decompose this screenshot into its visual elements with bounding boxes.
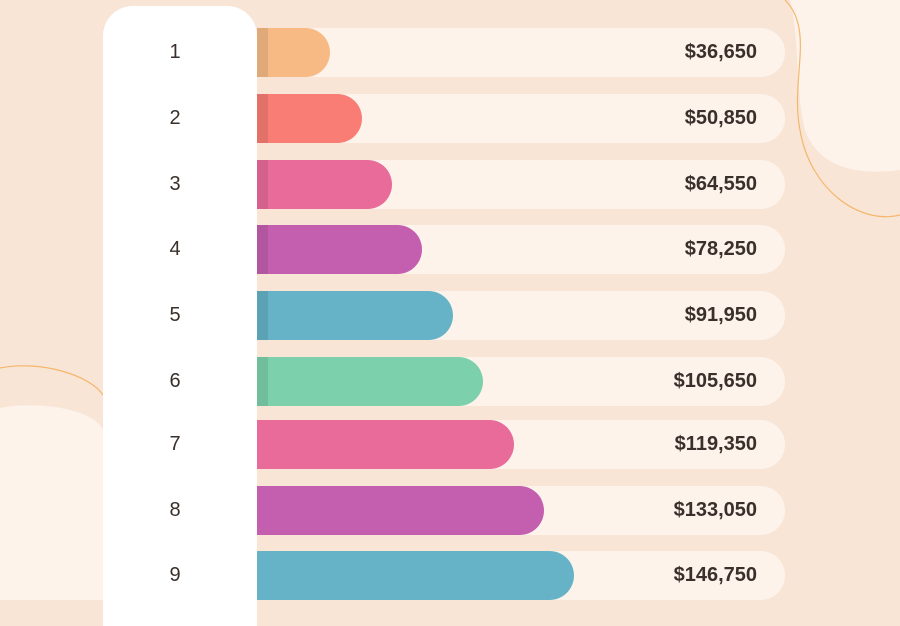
bottom-left-blob (0, 405, 103, 600)
bar (257, 28, 330, 77)
bar (257, 94, 362, 143)
category-label: 2 (169, 107, 181, 129)
category-label: 9 (169, 564, 181, 586)
value-label: $78,250 (684, 238, 757, 260)
bar-stripe (257, 94, 268, 143)
category-label: 7 (169, 433, 181, 455)
bar-stripe (257, 160, 268, 209)
value-label: $50,850 (684, 107, 757, 129)
value-label: $36,650 (684, 41, 757, 63)
bar (257, 486, 544, 535)
value-label: $105,650 (673, 370, 757, 392)
bar-stripe (257, 291, 268, 340)
category-label: 4 (169, 238, 181, 260)
bar-stripe (257, 225, 268, 274)
top-right-blob (790, 0, 900, 172)
bar (257, 420, 514, 469)
rank-panel (103, 6, 257, 626)
bar (257, 225, 422, 274)
bar-stripe (257, 28, 268, 77)
category-label: 5 (169, 304, 181, 326)
value-label: $91,950 (684, 304, 757, 326)
value-label: $133,050 (673, 499, 757, 521)
bar (257, 291, 453, 340)
decorative-background (0, 0, 900, 600)
bar-stripe (257, 357, 268, 406)
bottom-left-curve-line (0, 365, 104, 396)
value-label: $119,350 (674, 433, 757, 455)
bar (257, 551, 574, 600)
bar (257, 160, 392, 209)
category-label: 6 (169, 370, 181, 392)
category-label: 3 (169, 173, 181, 195)
category-label: 1 (169, 41, 181, 63)
value-label: $146,750 (673, 564, 757, 586)
value-label: $64,550 (684, 173, 757, 195)
bar-track (257, 28, 785, 77)
bar (257, 357, 483, 406)
category-label: 8 (169, 499, 181, 521)
top-right-curve-line (784, 0, 900, 218)
